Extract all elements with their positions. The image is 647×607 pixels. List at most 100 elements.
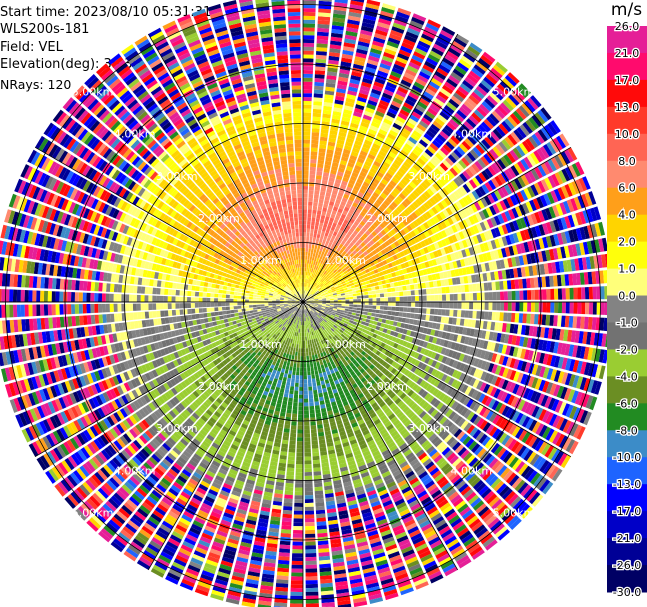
gate-cell <box>334 99 344 105</box>
gate-cell <box>326 153 333 158</box>
gate-cell <box>360 298 365 302</box>
gate-cell <box>469 302 474 310</box>
gate-cell <box>415 198 423 206</box>
gate-cell <box>534 302 539 313</box>
gate-cell <box>342 210 348 216</box>
gate-cell <box>328 55 340 61</box>
gate-cell <box>322 269 326 274</box>
gate-cell <box>363 250 369 256</box>
gate-cell <box>303 108 312 113</box>
gate-cell <box>303 186 308 190</box>
gate-cell <box>305 271 308 276</box>
gate-cell <box>344 145 352 151</box>
gate-cell <box>320 283 324 288</box>
gate-cell <box>477 158 487 169</box>
gate-cell <box>346 165 353 172</box>
gate-cell <box>396 224 403 231</box>
gate-cell <box>513 129 524 141</box>
gate-cell <box>332 248 337 254</box>
gate-cell <box>307 344 311 349</box>
gate-cell <box>303 35 315 40</box>
gate-cell <box>330 261 335 266</box>
gate-cell <box>350 175 357 182</box>
gate-cell <box>316 291 320 295</box>
gate-cell <box>361 281 367 286</box>
gate-cell <box>437 309 442 316</box>
gate-cell <box>337 268 342 273</box>
gate-cell <box>366 174 374 181</box>
gate-cell <box>336 195 343 201</box>
gate-cell <box>344 247 350 253</box>
gate-cell <box>382 3 396 11</box>
gate-cell <box>423 133 433 142</box>
gate-cell <box>343 109 353 115</box>
gate-cell <box>375 135 384 143</box>
gate-cell <box>525 119 536 132</box>
gate-cell <box>315 346 319 351</box>
gate-cell <box>409 181 417 189</box>
gate-cell <box>430 123 441 133</box>
gate-cell <box>311 143 319 148</box>
gate-cell <box>303 8 316 13</box>
gate-cell <box>356 307 361 311</box>
gate-cell <box>337 274 342 279</box>
gate-cell <box>303 367 307 372</box>
gate-cell <box>545 314 551 326</box>
gate-cell <box>414 47 428 57</box>
gate-cell <box>310 248 314 253</box>
gate-cell <box>340 240 346 246</box>
gate-cell <box>356 310 361 314</box>
gate-cell <box>361 198 368 205</box>
gate-cell <box>343 206 350 212</box>
gate-cell <box>420 181 429 190</box>
gate-cell <box>320 136 328 142</box>
gate-cell <box>316 210 322 215</box>
gate-cell <box>306 352 309 356</box>
gate-cell <box>346 267 352 273</box>
gate-cell <box>408 61 421 70</box>
gate-cell <box>363 245 369 251</box>
gate-cell <box>307 283 309 288</box>
gate-cell <box>303 201 308 206</box>
gate-cell <box>317 424 323 429</box>
gate-cell <box>426 295 431 301</box>
gate-cell <box>311 213 317 218</box>
gate-cell <box>461 196 470 206</box>
gate-cell <box>306 291 309 296</box>
gate-cell <box>286 471 295 476</box>
gate-cell <box>340 265 345 270</box>
gate-cell <box>518 279 523 289</box>
gate-cell <box>286 409 292 414</box>
gate-cell <box>483 76 495 88</box>
gate-cell <box>365 107 375 114</box>
gate-cell <box>308 244 312 249</box>
gate-cell <box>428 208 436 217</box>
gate-cell <box>531 302 535 312</box>
gate-cell <box>303 236 306 241</box>
gate-cell <box>316 513 326 519</box>
ray <box>306 133 570 300</box>
gate-cell <box>318 287 322 291</box>
gate-cell <box>337 191 344 197</box>
gate-cell <box>456 175 465 185</box>
gate-cell <box>432 194 440 203</box>
gate-cell <box>317 23 330 29</box>
gate-cell <box>461 55 474 66</box>
gate-cell <box>468 284 473 292</box>
gate-cell <box>310 159 317 164</box>
gate-cell <box>359 33 372 40</box>
gate-cell <box>330 251 335 257</box>
gate-cell <box>501 120 512 133</box>
gate-cell <box>437 114 448 124</box>
gate-cell <box>328 241 333 247</box>
gate-cell <box>303 247 306 252</box>
gate-cell <box>354 235 360 242</box>
gate-cell <box>351 118 360 125</box>
gate-cell <box>314 186 321 192</box>
gate-cell <box>510 279 516 290</box>
gate-cell <box>316 275 320 280</box>
gate-cell <box>374 317 379 322</box>
gate-cell <box>423 178 432 187</box>
gate-cell <box>341 295 346 298</box>
gate-cell <box>569 287 574 300</box>
